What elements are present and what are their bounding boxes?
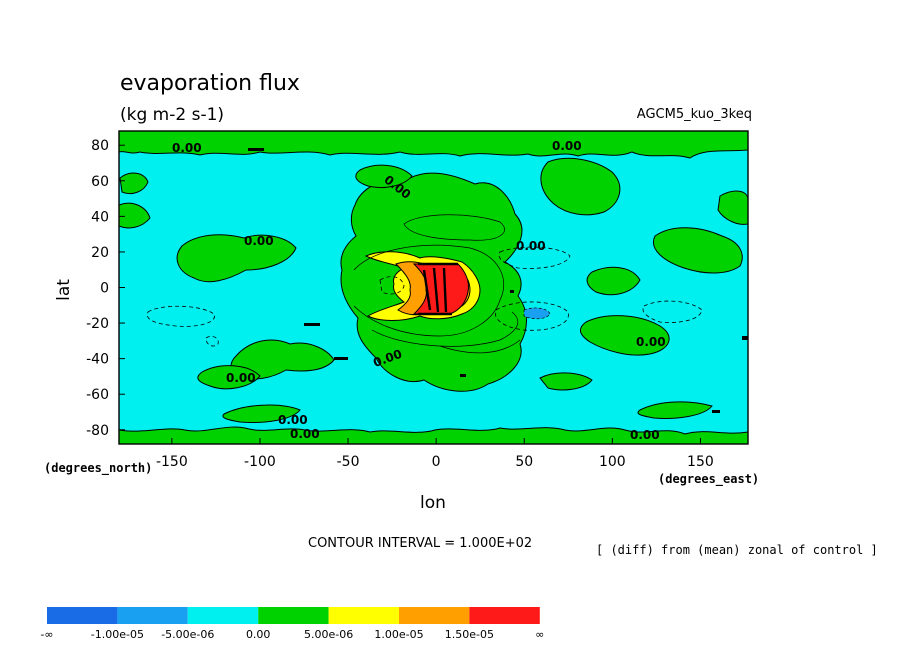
x-tick-label: 0: [432, 454, 441, 470]
colorbar-label: 1.50e-05: [445, 628, 494, 641]
x-axis-title: lon: [420, 493, 446, 513]
region-south-polar: [119, 426, 748, 444]
region-north-polar: [119, 131, 748, 159]
dashed-contour: [146, 305, 215, 327]
x-tick-label: -50: [337, 454, 360, 470]
y-axis: 80 60 40 20 0 -20 -40 -60 -80: [86, 138, 125, 439]
region-far-west: [119, 202, 151, 229]
contour-artifacts: [248, 148, 748, 413]
x-tick-label: 150: [687, 454, 714, 470]
x-tick-label: -100: [244, 454, 276, 470]
y-unit-label: (degrees_north): [44, 461, 152, 476]
model-name: AGCM5_kuo_3keq: [637, 107, 752, 122]
contour-label: 0.00: [226, 371, 256, 385]
region-asia-ne: [540, 157, 621, 216]
y-tick-label: -60: [86, 387, 109, 403]
x-tick-label: 100: [599, 454, 626, 470]
colorbar-swatch: [258, 607, 329, 624]
y-axis-title: lat: [54, 279, 74, 301]
chart-title: evaporation flux: [120, 71, 300, 96]
contour-label: 0.00: [244, 234, 274, 248]
colorbar-label: ∞: [535, 628, 544, 641]
contour-interval: CONTOUR INTERVAL = 1.000E+02: [308, 536, 532, 551]
region-north-pacific-w: [119, 172, 149, 195]
contour-line: [439, 339, 521, 354]
x-unit-label: (degrees_east): [658, 472, 759, 487]
x-axis: -150 -100 -50 0 50 100 150: [156, 438, 714, 470]
colorbar-swatch: [328, 607, 399, 624]
region-pacific-south: [197, 365, 261, 390]
contour-label: 0.00: [630, 428, 660, 442]
core-hatching: [418, 262, 458, 316]
y-tick-label: 60: [91, 174, 109, 190]
colorbar-swatch: [187, 607, 259, 624]
colorbar-swatch: [469, 607, 540, 624]
colorbar-label: -1.00e-05: [91, 628, 144, 641]
dashed-contour: [498, 246, 571, 269]
region-southern-ocean-e: [637, 401, 713, 419]
y-tick-label: -20: [86, 316, 109, 332]
contour-line: [353, 244, 505, 337]
positive-contours: [353, 214, 521, 354]
x-tick-label: 50: [515, 454, 533, 470]
contour-label: 0.00: [278, 413, 308, 427]
region-blue-spot: [523, 307, 551, 320]
region-east-pacific-n: [176, 234, 297, 283]
y-tick-label: 20: [91, 245, 109, 261]
plot-area: [119, 131, 748, 444]
region-southern-ocean-c: [539, 372, 593, 391]
plot-note: [ (diff) from (mean) zonal of control ]: [596, 543, 878, 557]
region-southern-ocean-w: [222, 404, 301, 423]
y-tick-label: 80: [91, 138, 109, 154]
contour-line: [403, 214, 505, 241]
colorbar-swatch: [47, 607, 118, 624]
colorbar-swatch: [117, 607, 188, 624]
dashed-contour: [379, 276, 405, 295]
contour-label: 0.00: [172, 141, 202, 155]
region-west-pacific-s: [580, 315, 670, 356]
y-tick-label: -80: [86, 423, 109, 439]
contour-label: 0.00: [552, 139, 582, 153]
dashed-contour: [205, 336, 219, 347]
contour-line: [371, 311, 519, 347]
region-greenland: [355, 164, 413, 189]
dashed-contour: [494, 301, 569, 331]
contour-label: 0.00: [516, 239, 546, 253]
field-warm-core: [364, 251, 481, 321]
y-tick-label: 0: [100, 281, 109, 297]
colorbar-label: -∞: [40, 628, 53, 641]
colorbar-label: 1.00e-05: [374, 628, 423, 641]
colorbar: -∞ -1.00e-05 -5.00e-06 0.00 5.00e-06 1.00e-05…: [40, 607, 544, 641]
y-tick-label: -40: [86, 352, 109, 368]
colorbar-swatch: [399, 607, 470, 624]
chart-units: (kg m-2 s-1): [120, 105, 224, 125]
colorbar-label: 0.00: [246, 628, 271, 641]
colorbar-label: 5.00e-06: [304, 628, 353, 641]
region-east-indian: [586, 266, 641, 296]
region-far-east: [717, 190, 748, 225]
dashed-contour: [642, 300, 703, 323]
region-west-pacific: [653, 227, 743, 274]
contour-label: 0.00: [636, 335, 666, 349]
y-tick-label: 40: [91, 209, 109, 225]
contour-label: 0.00: [290, 427, 320, 441]
negative-contours: [146, 246, 703, 347]
colorbar-label: -5.00e-06: [161, 628, 214, 641]
x-tick-label: -150: [156, 454, 188, 470]
